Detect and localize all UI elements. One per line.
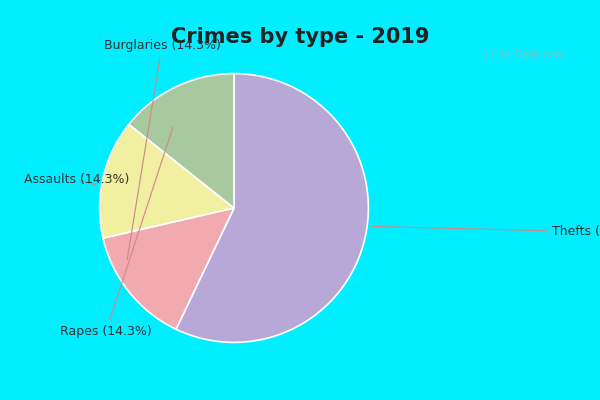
Text: Burglaries (14.3%): Burglaries (14.3%) xyxy=(104,39,220,259)
Text: Crimes by type - 2019: Crimes by type - 2019 xyxy=(171,27,429,47)
Wedge shape xyxy=(176,74,368,342)
Text: ⓘ City-Data.com: ⓘ City-Data.com xyxy=(481,50,565,60)
Wedge shape xyxy=(129,74,234,208)
Text: Thefts (57.1%): Thefts (57.1%) xyxy=(373,226,600,238)
Text: Rapes (14.3%): Rapes (14.3%) xyxy=(60,127,173,338)
Wedge shape xyxy=(100,124,234,238)
Text: Assaults (14.3%): Assaults (14.3%) xyxy=(24,174,130,186)
Wedge shape xyxy=(103,208,234,329)
